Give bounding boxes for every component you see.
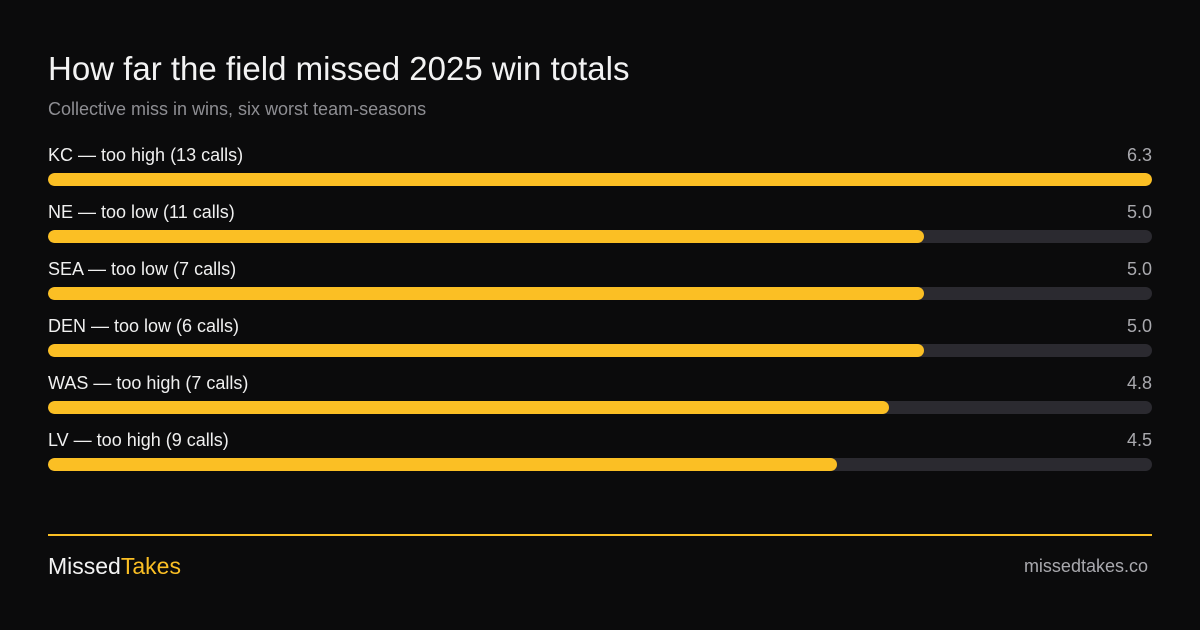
bar: [48, 458, 837, 471]
chart-title: How far the field missed 2025 win totals: [48, 50, 630, 87]
brand-logo: MissedTakes: [48, 553, 181, 580]
bar-track: [48, 458, 1152, 471]
bar-label: NE — too low (11 calls): [48, 202, 235, 222]
bar-value-label: 4.8: [1126, 373, 1152, 393]
chart-subtitle: Collective miss in wins, six worst team-…: [48, 99, 427, 119]
footer-divider: [48, 534, 1152, 536]
brand-name-accent: Takes: [120, 553, 181, 579]
bar-label: WAS — too high (7 calls): [48, 373, 249, 393]
bar-track: [48, 287, 1152, 300]
bar-row: NE — too low (11 calls) 5.0: [48, 200, 1152, 257]
bar: [48, 344, 925, 357]
bar: [48, 401, 890, 414]
bar-value-label: 5.0: [1126, 316, 1152, 336]
bar-chart: KC — too high (13 calls) 6.3 NE — too low …: [48, 143, 1152, 485]
bar-label: SEA — too low (7 calls): [48, 259, 237, 279]
bar-row: SEA — too low (7 calls) 5.0: [48, 257, 1152, 314]
bar-row: DEN — too low (6 calls) 5.0: [48, 314, 1152, 371]
bar-label: LV — too high (9 calls): [48, 430, 229, 450]
bar-label: DEN — too low (6 calls): [48, 316, 240, 336]
bar: [48, 287, 925, 300]
brand-name-main: Missed: [48, 553, 121, 579]
site-url: missedtakes.co: [1023, 556, 1148, 576]
bar-value-label: 5.0: [1126, 259, 1152, 279]
bar: [48, 173, 1152, 186]
bar-track: [48, 344, 1152, 357]
bar-label: KC — too high (13 calls): [48, 145, 244, 165]
bar-value-label: 5.0: [1126, 202, 1152, 222]
bar-track: [48, 230, 1152, 243]
bar-row: KC — too high (13 calls) 6.3: [48, 143, 1152, 200]
bar-value-label: 4.5: [1126, 430, 1152, 450]
bar: [48, 230, 925, 243]
bar-track: [48, 173, 1152, 186]
bar-row: LV — too high (9 calls) 4.5: [48, 428, 1152, 485]
bar-track: [48, 401, 1152, 414]
bar-row: WAS — too high (7 calls) 4.8: [48, 371, 1152, 428]
bar-value-label: 6.3: [1126, 145, 1152, 165]
